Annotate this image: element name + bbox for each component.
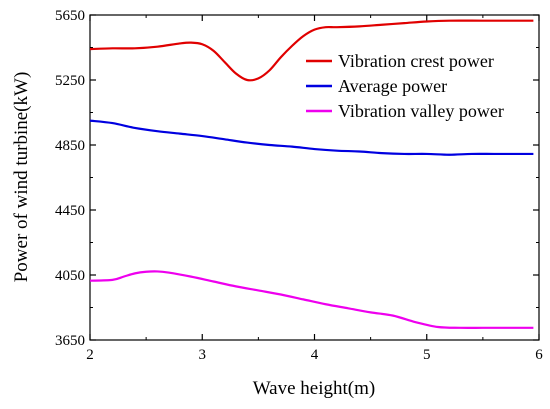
x-tick-label: 6 [535,347,543,363]
x-axis-label: Wave height(m) [253,378,375,399]
y-tick-label: 5650 [55,8,85,24]
legend-label-vibration-crest-power: Vibration crest power [338,51,494,71]
y-tick-label: 4450 [55,203,85,219]
y-axis-label: Power of wind turbine(kW) [11,72,32,283]
x-tick-label: 2 [86,347,94,363]
y-tick-label: 3650 [55,333,85,349]
legend: Vibration crest power Average power Vibrat… [306,51,504,121]
x-tick-label: 5 [423,347,431,363]
legend-label-average-power: Average power [338,76,447,96]
series-line-average-power [89,119,534,156]
y-tick-label: 4850 [55,138,85,154]
series-line-vibration-valley-power [89,270,534,329]
series-lines [89,19,534,329]
series-line-vibration-crest-power [89,19,534,82]
x-tick-label: 3 [199,347,207,363]
x-tick-label: 4 [311,347,319,363]
y-tick-label: 5250 [55,73,85,89]
legend-label-vibration-valley-power: Vibration valley power [338,101,504,121]
y-tick-label: 4050 [55,268,85,284]
axes: 2 3 4 5 6 3650 4050 4450 4850 5250 5650 [55,8,543,363]
